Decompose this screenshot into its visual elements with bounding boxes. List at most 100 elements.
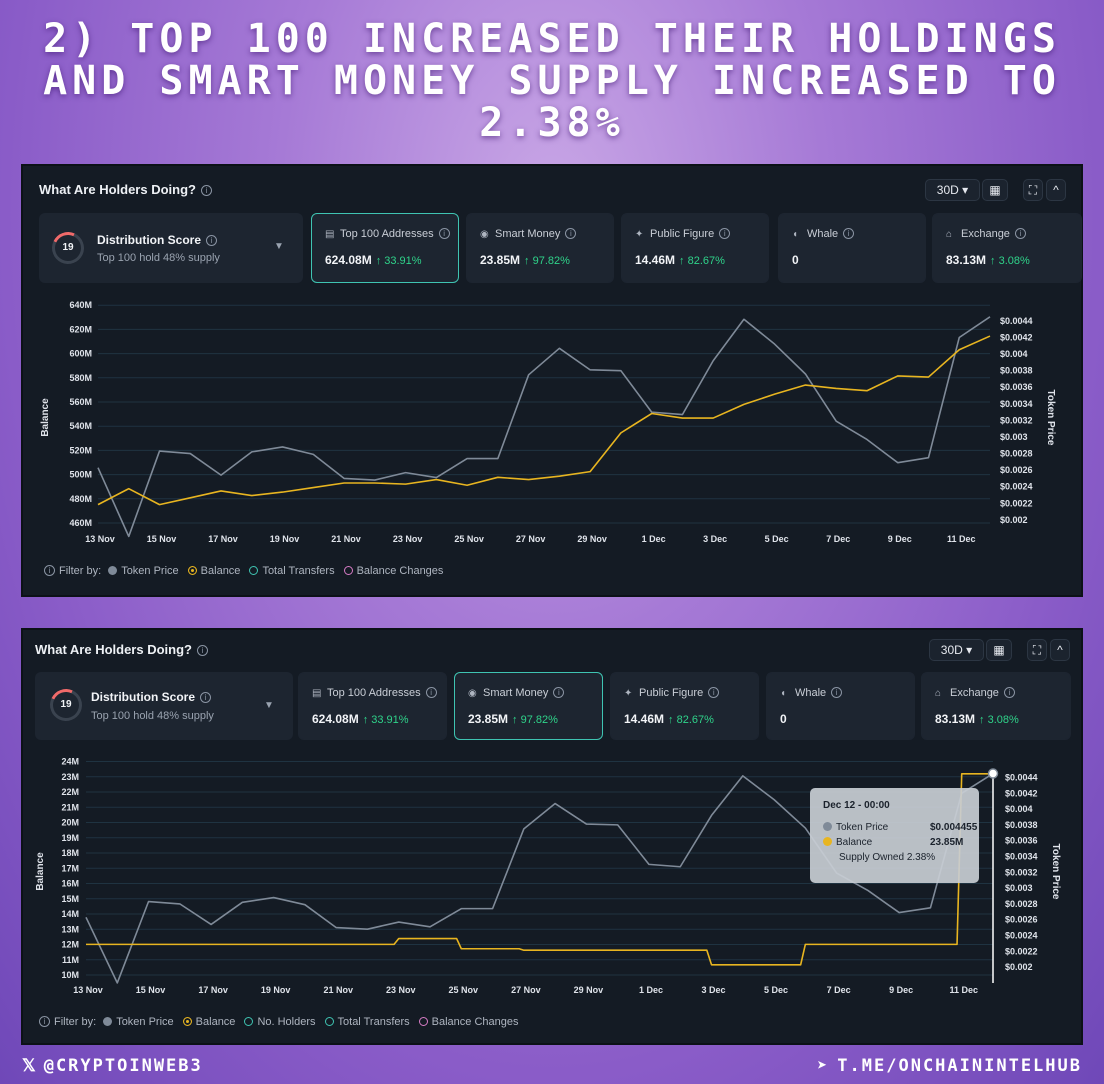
- fullscreen-button[interactable]: ⛶: [1027, 639, 1047, 661]
- y-tick-label: 560M: [69, 397, 92, 407]
- metric-card[interactable]: ◖ Whale i 0: [778, 213, 926, 283]
- metric-card[interactable]: ⌂ Exchange i 83.13M ↑ 3.08%: [921, 672, 1071, 740]
- balance-series-line: [97, 335, 991, 506]
- y-tick-label: 640M: [69, 300, 92, 310]
- filter-item[interactable]: Token Price: [103, 1016, 174, 1028]
- y-tick-label: 22M: [61, 787, 79, 797]
- metric-card[interactable]: ✦ Public Figure i 14.46M ↑ 82.67%: [621, 213, 769, 283]
- metric-card[interactable]: ⌂ Exchange i 83.13M ↑ 3.08%: [932, 213, 1082, 283]
- metric-label-text: Public Figure: [650, 228, 715, 240]
- info-icon[interactable]: i: [44, 565, 55, 576]
- info-icon[interactable]: i: [553, 687, 565, 698]
- filter-item[interactable]: No. Holders: [244, 1016, 316, 1028]
- info-icon[interactable]: i: [719, 228, 731, 239]
- y-tick-label: 14M: [61, 909, 79, 919]
- filter-item-label: Balance Changes: [356, 565, 444, 577]
- filter-item[interactable]: Balance: [182, 1016, 236, 1028]
- tooltip-label: Supply Owned: [839, 852, 905, 863]
- info-icon[interactable]: i: [196, 645, 208, 656]
- info-icon[interactable]: i: [1003, 687, 1015, 698]
- legend-dot-icon: [343, 566, 353, 575]
- y-tick-label: 460M: [69, 518, 92, 528]
- metric-card[interactable]: ▤ Top 100 Addresses i 624.08M ↑ 33.91%: [311, 213, 459, 283]
- info-icon[interactable]: i: [565, 228, 577, 239]
- x-tick-label: 25 Nov: [454, 534, 484, 544]
- chevron-down-icon[interactable]: ▼: [274, 241, 284, 252]
- hover-point-marker: [987, 768, 999, 779]
- metric-card[interactable]: ◉ Smart Money i 23.85M ↑ 97.82%: [466, 213, 614, 283]
- filter-item-label: Balance: [195, 1016, 236, 1028]
- info-icon[interactable]: i: [708, 687, 720, 698]
- filter-legend: i Filter by: Token Price Balance Total Trans…: [44, 565, 452, 577]
- star-icon: ✦: [624, 688, 633, 699]
- legend-dot-icon: [182, 1017, 192, 1026]
- distribution-score-card[interactable]: 19 Distribution Score i Top 100 hold 48% …: [39, 213, 303, 283]
- legend-dot-icon: [187, 566, 197, 575]
- metric-card[interactable]: ◖ Whale i 0: [766, 672, 915, 740]
- metric-label-text: Public Figure: [639, 687, 704, 699]
- telegram-link[interactable]: ➤ T.ME/ONCHAININTELHUB: [817, 1056, 1082, 1076]
- metric-card-value: 14.46M ↑ 82.67%: [624, 712, 714, 726]
- info-icon[interactable]: i: [200, 185, 212, 196]
- score-title-text: Distribution Score: [91, 690, 196, 704]
- y2-tick-label: $0.004: [1005, 804, 1033, 814]
- balance-series-line: [86, 772, 994, 966]
- headline: 2) Top 100 increased their holdings and …: [43, 16, 1061, 146]
- tooltip-value: $0.004455: [930, 822, 978, 833]
- info-icon[interactable]: i: [425, 687, 437, 698]
- info-icon[interactable]: i: [206, 235, 218, 246]
- metric-card-value: 14.46M ↑ 82.67%: [635, 253, 725, 267]
- filter-item[interactable]: Total Transfers: [324, 1016, 410, 1028]
- filter-label: Filter by:: [54, 1016, 97, 1028]
- metric-card-label: ⌂ Exchange i: [935, 687, 1015, 699]
- info-icon[interactable]: i: [831, 687, 843, 698]
- holders-chart-top-100[interactable]: 460M 480M 500M 520M 540M 560M 580M 600M 620M 640M…: [23, 166, 1085, 599]
- y2-axis-title: Token Price: [1050, 844, 1061, 900]
- metric-card-label: ◖ Whale i: [780, 687, 843, 699]
- info-icon[interactable]: i: [1014, 228, 1026, 239]
- y2-tick-label: $0.0042: [1005, 788, 1038, 798]
- metric-label-text: Top 100 Addresses: [327, 687, 421, 699]
- metric-card[interactable]: ✦ Public Figure i 14.46M ↑ 82.67%: [610, 672, 759, 740]
- metric-label-text: Whale: [795, 687, 827, 699]
- collapse-button[interactable]: ^: [1046, 179, 1066, 201]
- legend-dot-icon: [418, 1017, 428, 1026]
- collapse-button[interactable]: ^: [1050, 639, 1070, 661]
- legend-dot-icon: [249, 566, 259, 575]
- y-tick-label: 500M: [69, 470, 92, 480]
- info-icon[interactable]: i: [39, 1016, 50, 1027]
- metric-card[interactable]: ▤ Top 100 Addresses i 624.08M ↑ 33.91%: [298, 672, 447, 740]
- score-subtitle: Top 100 hold 48% supply: [97, 252, 220, 264]
- tooltip-value: 2.38%: [906, 852, 936, 863]
- calendar-button[interactable]: ▦: [982, 179, 1008, 201]
- twitter-handle[interactable]: 𝕏 @CryptoInWeb3: [22, 1056, 203, 1076]
- info-icon[interactable]: i: [843, 228, 855, 239]
- fullscreen-button[interactable]: ⛶: [1023, 179, 1043, 201]
- info-icon[interactable]: i: [438, 228, 450, 239]
- distribution-score-card[interactable]: 19 Distribution Score i Top 100 hold 48% …: [35, 672, 293, 740]
- filter-item[interactable]: Total Transfers: [249, 565, 335, 577]
- filter-item[interactable]: Balance Changes: [418, 1016, 519, 1028]
- period-label: 30D: [936, 183, 959, 197]
- calendar-button[interactable]: ▦: [986, 639, 1012, 661]
- expand-icon: ⛶: [1028, 183, 1038, 197]
- x-tick-label: 7 Dec: [827, 985, 851, 995]
- filter-item[interactable]: Token Price: [108, 565, 179, 577]
- filter-item[interactable]: Balance Changes: [343, 565, 444, 577]
- filter-item-label: Balance Changes: [431, 1016, 519, 1028]
- filter-item[interactable]: Balance: [187, 565, 240, 577]
- y-tick-label: 21M: [61, 802, 79, 812]
- metric-change: ↑ 82.67%: [668, 714, 714, 726]
- filter-item-label: Total Transfers: [262, 565, 335, 577]
- metric-change: ↑ 33.91%: [362, 714, 409, 726]
- y-tick-label: 12M: [61, 940, 79, 950]
- y-axis-title: Balance: [40, 398, 51, 437]
- balance-dot-icon: [823, 837, 832, 846]
- metric-card[interactable]: ◉ Smart Money i 23.85M ↑ 97.82%: [454, 672, 603, 740]
- period-dropdown[interactable]: 30D ▾: [929, 639, 984, 661]
- period-dropdown[interactable]: 30D ▾: [925, 179, 980, 201]
- chevron-down-icon[interactable]: ▼: [264, 700, 274, 711]
- panel-title-text: What Are Holders Doing?: [39, 182, 196, 197]
- metric-card-value: 23.85M ↑ 97.82%: [468, 712, 558, 726]
- info-icon[interactable]: i: [200, 692, 212, 703]
